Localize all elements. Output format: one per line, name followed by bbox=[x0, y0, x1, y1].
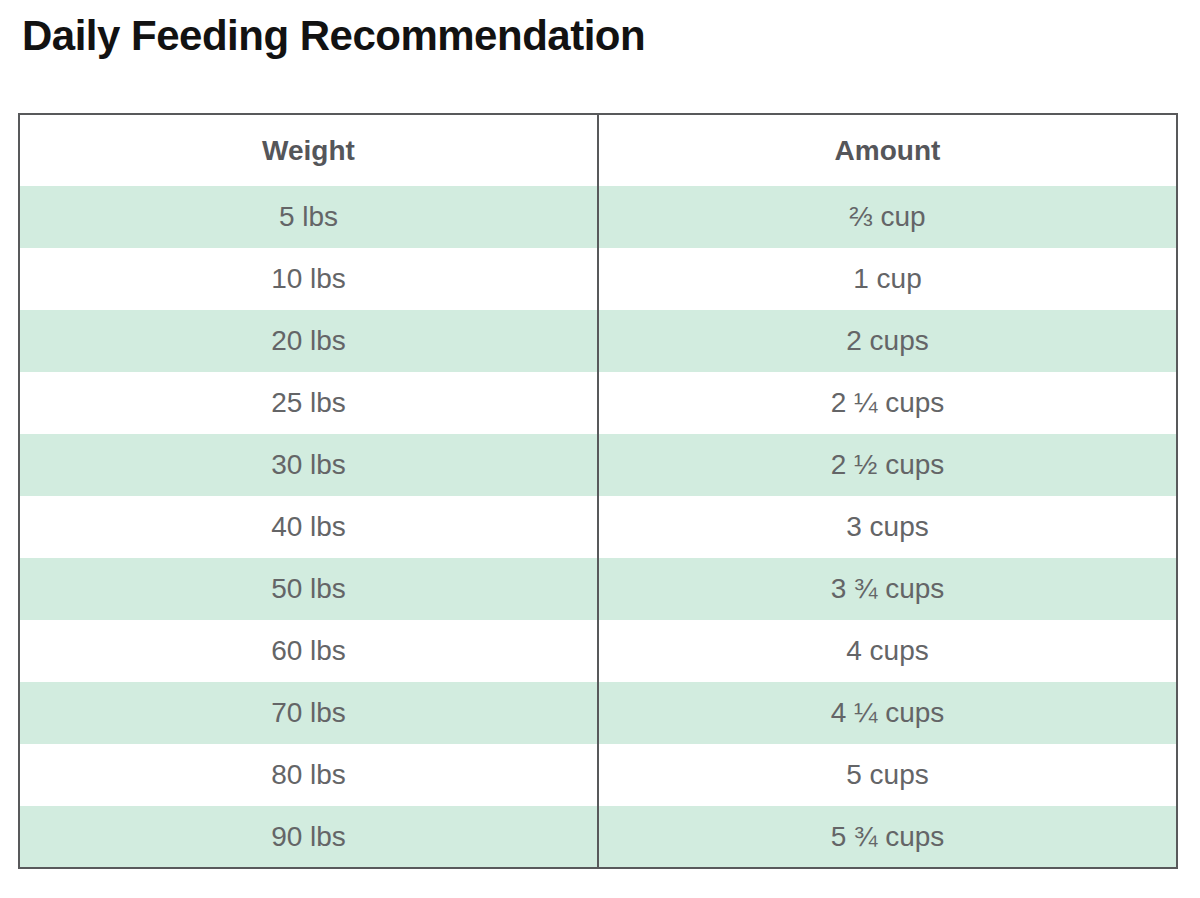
amount-cell: 4 cups bbox=[598, 620, 1177, 682]
weight-cell: 5 lbs bbox=[19, 186, 598, 248]
table-row: 70 lbs 4 ¼ cups bbox=[19, 682, 1177, 744]
table-row: 60 lbs 4 cups bbox=[19, 620, 1177, 682]
amount-cell: 5 ¾ cups bbox=[598, 806, 1177, 868]
header-row: Weight Amount bbox=[19, 114, 1177, 186]
table-row: 5 lbs ⅔ cup bbox=[19, 186, 1177, 248]
weight-cell: 80 lbs bbox=[19, 744, 598, 806]
weight-cell: 50 lbs bbox=[19, 558, 598, 620]
amount-cell: ⅔ cup bbox=[598, 186, 1177, 248]
amount-cell: 3 cups bbox=[598, 496, 1177, 558]
page-title: Daily Feeding Recommendation bbox=[22, 12, 645, 60]
amount-cell: 5 cups bbox=[598, 744, 1177, 806]
amount-cell: 2 ¼ cups bbox=[598, 372, 1177, 434]
amount-cell: 2 cups bbox=[598, 310, 1177, 372]
feeding-table-body: 5 lbs ⅔ cup 10 lbs 1 cup 20 lbs 2 cups 2… bbox=[19, 186, 1177, 868]
feeding-table: Weight Amount 5 lbs ⅔ cup 10 lbs 1 cup 2… bbox=[18, 113, 1178, 869]
weight-cell: 30 lbs bbox=[19, 434, 598, 496]
amount-cell: 3 ¾ cups bbox=[598, 558, 1177, 620]
weight-cell: 25 lbs bbox=[19, 372, 598, 434]
table-row: 20 lbs 2 cups bbox=[19, 310, 1177, 372]
table-row: 10 lbs 1 cup bbox=[19, 248, 1177, 310]
weight-cell: 90 lbs bbox=[19, 806, 598, 868]
table-row: 40 lbs 3 cups bbox=[19, 496, 1177, 558]
weight-cell: 10 lbs bbox=[19, 248, 598, 310]
weight-cell: 70 lbs bbox=[19, 682, 598, 744]
table-row: 25 lbs 2 ¼ cups bbox=[19, 372, 1177, 434]
feeding-table-header: Weight Amount bbox=[19, 114, 1177, 186]
table-row: 80 lbs 5 cups bbox=[19, 744, 1177, 806]
weight-cell: 20 lbs bbox=[19, 310, 598, 372]
amount-cell: 4 ¼ cups bbox=[598, 682, 1177, 744]
feeding-table-container: Weight Amount 5 lbs ⅔ cup 10 lbs 1 cup 2… bbox=[18, 113, 1178, 869]
weight-cell: 60 lbs bbox=[19, 620, 598, 682]
table-row: 30 lbs 2 ½ cups bbox=[19, 434, 1177, 496]
table-row: 50 lbs 3 ¾ cups bbox=[19, 558, 1177, 620]
amount-cell: 1 cup bbox=[598, 248, 1177, 310]
weight-cell: 40 lbs bbox=[19, 496, 598, 558]
table-row: 90 lbs 5 ¾ cups bbox=[19, 806, 1177, 868]
amount-column-header: Amount bbox=[598, 114, 1177, 186]
amount-cell: 2 ½ cups bbox=[598, 434, 1177, 496]
weight-column-header: Weight bbox=[19, 114, 598, 186]
